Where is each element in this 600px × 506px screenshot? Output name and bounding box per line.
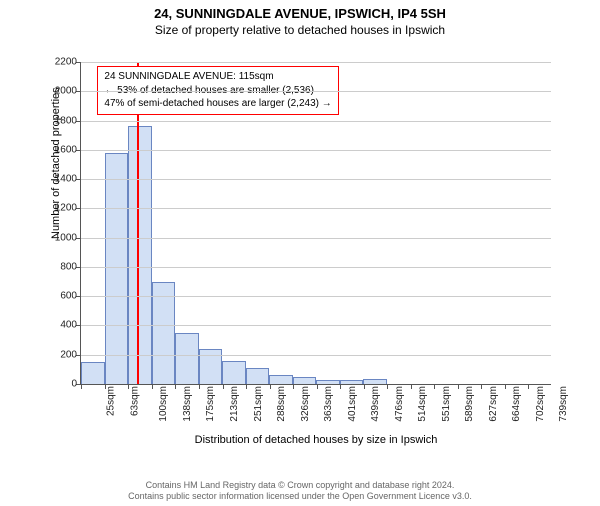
- x-tick-label: 288sqm: [276, 386, 287, 422]
- x-tick-label: 363sqm: [323, 386, 334, 422]
- x-tick-label: 439sqm: [371, 386, 382, 422]
- x-tick-mark: [223, 384, 224, 389]
- y-tick-label: 2200: [41, 57, 81, 68]
- x-tick-label: 476sqm: [394, 386, 405, 422]
- histogram-bar: [340, 380, 364, 384]
- x-tick-label: 175sqm: [205, 386, 216, 422]
- x-tick-mark: [364, 384, 365, 389]
- x-tick-label: 401sqm: [347, 386, 358, 422]
- x-tick-mark: [481, 384, 482, 389]
- x-tick-label: 213sqm: [229, 386, 240, 422]
- y-tick-label: 400: [41, 320, 81, 331]
- gridline-h: [81, 62, 551, 63]
- x-tick-label: 739sqm: [559, 386, 570, 422]
- histogram-bar: [105, 153, 129, 384]
- footer-line-1: Contains HM Land Registry data © Crown c…: [0, 480, 600, 491]
- x-tick-label: 251sqm: [253, 386, 264, 422]
- x-tick-mark: [505, 384, 506, 389]
- x-tick-mark: [458, 384, 459, 389]
- histogram-bar: [293, 377, 317, 384]
- x-tick-mark: [434, 384, 435, 389]
- x-tick-mark: [128, 384, 129, 389]
- gridline-h: [81, 179, 551, 180]
- y-tick-label: 2000: [41, 86, 81, 97]
- x-tick-mark: [528, 384, 529, 389]
- gridline-h: [81, 121, 551, 122]
- info-box-line: 47% of semi-detached houses are larger (…: [104, 97, 331, 111]
- y-tick-label: 200: [41, 349, 81, 360]
- y-tick-label: 1000: [41, 232, 81, 243]
- histogram-bar: [128, 126, 152, 384]
- x-tick-mark: [175, 384, 176, 389]
- x-tick-label: 589sqm: [465, 386, 476, 422]
- y-axis-label: Number of detached properties: [50, 87, 62, 239]
- x-tick-mark: [411, 384, 412, 389]
- y-tick-label: 800: [41, 261, 81, 272]
- histogram-bar: [363, 379, 387, 384]
- x-tick-mark: [199, 384, 200, 389]
- histogram-bar: [175, 333, 199, 384]
- x-tick-mark: [340, 384, 341, 389]
- info-box-line: 24 SUNNINGDALE AVENUE: 115sqm: [104, 70, 331, 84]
- x-tick-label: 664sqm: [512, 386, 523, 422]
- plot-area: 24 SUNNINGDALE AVENUE: 115sqm← 53% of de…: [80, 62, 551, 385]
- info-box: 24 SUNNINGDALE AVENUE: 115sqm← 53% of de…: [97, 66, 338, 115]
- x-tick-label: 514sqm: [418, 386, 429, 422]
- x-tick-label: 326sqm: [300, 386, 311, 422]
- x-tick-label: 551sqm: [441, 386, 452, 422]
- y-tick-label: 1400: [41, 174, 81, 185]
- gridline-h: [81, 296, 551, 297]
- x-tick-mark: [105, 384, 106, 389]
- x-tick-label: 100sqm: [158, 386, 169, 422]
- gridline-h: [81, 91, 551, 92]
- x-tick-mark: [152, 384, 153, 389]
- histogram-bar: [269, 375, 293, 385]
- gridline-h: [81, 238, 551, 239]
- x-tick-label: 25sqm: [106, 386, 117, 416]
- y-tick-label: 1600: [41, 144, 81, 155]
- x-axis-label: Distribution of detached houses by size …: [195, 434, 438, 446]
- y-tick-label: 1800: [41, 115, 81, 126]
- x-tick-mark: [317, 384, 318, 389]
- histogram-bar: [316, 380, 340, 384]
- y-tick-label: 600: [41, 291, 81, 302]
- x-tick-mark: [246, 384, 247, 389]
- footer-line-2: Contains public sector information licen…: [0, 491, 600, 502]
- gridline-h: [81, 150, 551, 151]
- histogram-bar: [81, 362, 105, 384]
- gridline-h: [81, 355, 551, 356]
- histogram-bar: [222, 361, 246, 384]
- y-tick-label: 0: [41, 379, 81, 390]
- gridline-h: [81, 267, 551, 268]
- footer: Contains HM Land Registry data © Crown c…: [0, 480, 600, 503]
- histogram-bar: [246, 368, 270, 384]
- x-tick-mark: [293, 384, 294, 389]
- x-tick-label: 63sqm: [129, 386, 140, 416]
- x-tick-label: 702sqm: [535, 386, 546, 422]
- gridline-h: [81, 208, 551, 209]
- info-box-line: ← 53% of detached houses are smaller (2,…: [104, 84, 331, 98]
- y-tick-label: 1200: [41, 203, 81, 214]
- x-tick-label: 627sqm: [488, 386, 499, 422]
- chart-title: 24, SUNNINGDALE AVENUE, IPSWICH, IP4 5SH: [0, 6, 600, 21]
- x-tick-mark: [387, 384, 388, 389]
- x-tick-mark: [81, 384, 82, 389]
- chart-area: Number of detached properties 24 SUNNING…: [50, 54, 570, 424]
- gridline-h: [81, 325, 551, 326]
- chart-subtitle: Size of property relative to detached ho…: [0, 23, 600, 37]
- x-tick-label: 138sqm: [182, 386, 193, 422]
- x-tick-mark: [270, 384, 271, 389]
